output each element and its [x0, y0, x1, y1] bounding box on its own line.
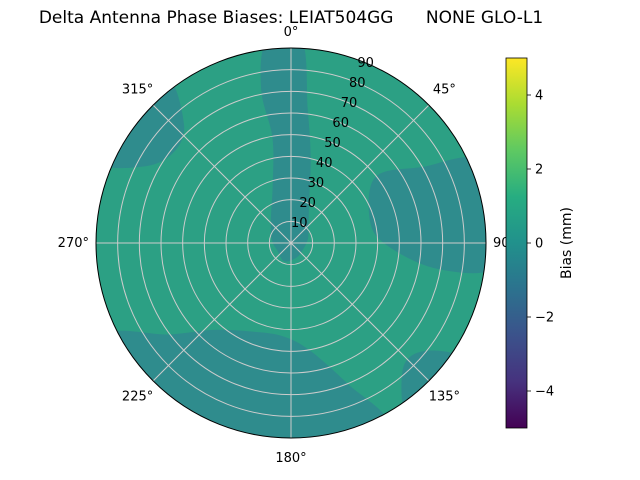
- colorbar-tick-label: −4: [535, 385, 554, 400]
- colorbar-tick-label: 0: [535, 237, 543, 252]
- colorbar-gradient: [505, 57, 528, 429]
- colorbar: 4 2 0 −2 −4 Bias (mm): [505, 57, 575, 429]
- azimuth-label-0: 0°: [284, 25, 299, 40]
- radial-tick-70: 70: [341, 96, 358, 111]
- azimuth-label-135: 135°: [429, 389, 460, 404]
- radial-tick-20: 20: [299, 196, 316, 211]
- radial-tick-labels: 10 20 30 40 50 60 70 80 90: [291, 56, 374, 231]
- azimuth-label-90: 90: [493, 236, 510, 251]
- radial-tick-60: 60: [332, 116, 349, 131]
- radial-tick-50: 50: [324, 136, 341, 151]
- chart-title: Delta Antenna Phase Biases: LEIAT504GG N…: [38, 8, 544, 28]
- polar-grid: [96, 48, 486, 438]
- colorbar-tick-label: −2: [535, 311, 554, 326]
- bias-region-south-east-edge-lobe: [401, 350, 463, 415]
- azimuth-label-45: 45°: [433, 83, 456, 98]
- colorbar-axis-label: Bias (mm): [559, 207, 575, 279]
- bias-contour-regions: [100, 48, 486, 438]
- azimuth-label-225: 225°: [122, 389, 153, 404]
- colorbar-tick-label: 4: [535, 89, 543, 104]
- azimuth-label-315: 315°: [122, 83, 153, 98]
- radial-tick-40: 40: [316, 156, 333, 171]
- azimuth-label-270: 270°: [58, 236, 89, 251]
- radial-tick-10: 10: [291, 216, 308, 231]
- bias-region-south-west-lobe: [108, 329, 388, 438]
- bias-region-east-lobe: [368, 157, 486, 274]
- azimuth-label-180: 180°: [275, 451, 306, 466]
- radial-tick-90: 90: [357, 56, 374, 71]
- radial-tick-80: 80: [349, 76, 366, 91]
- colorbar-tick-label: 2: [535, 163, 543, 178]
- radial-tick-30: 30: [308, 176, 325, 191]
- azimuth-labels: 0° 45° 90 135° 180° 225° 270° 315°: [58, 25, 510, 466]
- plot-outline: [95, 47, 487, 439]
- bias-region-center-to-top-lobe: [260, 48, 311, 262]
